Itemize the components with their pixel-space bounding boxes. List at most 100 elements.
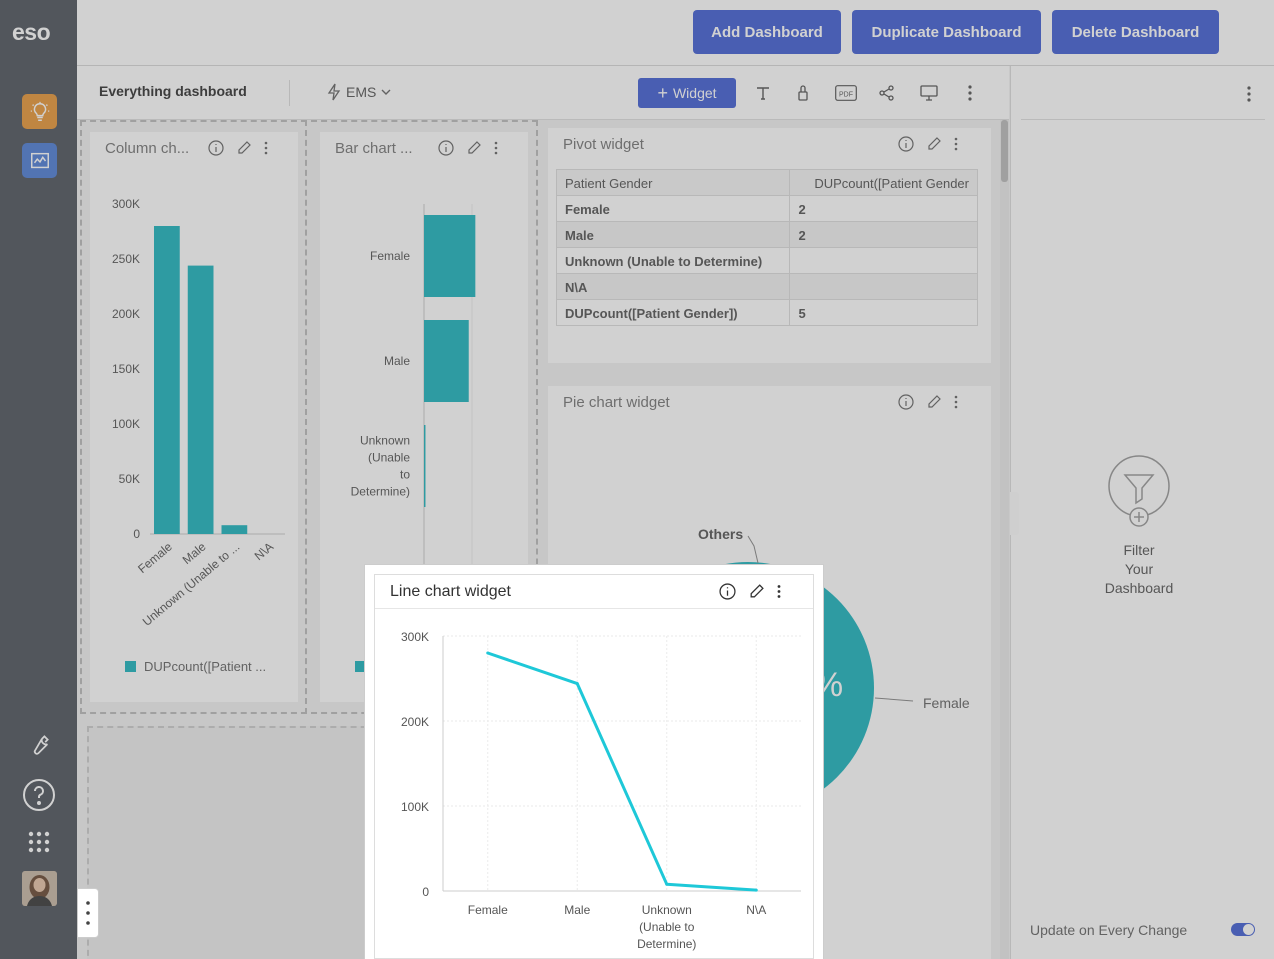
column-bar[interactable] [187,265,214,534]
pivot-cell: Unknown (Unable to Determine) [557,248,791,274]
pencil-icon[interactable] [926,394,942,410]
widget-actions [898,394,958,410]
more-vertical-icon [86,901,90,925]
pivot-cell: 2 [790,196,978,222]
filter-label-line-3: Dashboard [1104,580,1174,596]
pivot-cell: 2 [790,222,978,248]
line-chart-widget-body: Line chart widget 0 100K 200K 300K Female Mal… [374,574,814,959]
export-pdf-button[interactable]: PDF [834,82,858,104]
share-button[interactable] [876,82,898,104]
dashboards-app-button[interactable] [22,143,57,178]
tools-button[interactable] [20,726,58,764]
help-button[interactable] [20,776,58,814]
grid-dots-icon [28,831,50,853]
pencil-icon[interactable] [236,140,252,156]
pie-leader-female [874,697,914,702]
line-point[interactable] [575,682,579,686]
widget-title: Bar chart ... [335,140,413,157]
horizontal-bar[interactable] [424,320,469,402]
widget-actions [438,140,498,156]
more-vertical-icon [1247,86,1251,102]
pivot-header-row: Patient Gender DUPcount([Patient Gender [557,170,978,196]
help-icon [23,779,55,811]
update-on-change-toggle[interactable] [1231,923,1255,936]
dashboard-header: Everything dashboard EMS + Widget PDF [77,66,1009,120]
line-series[interactable] [487,651,757,892]
column-bar[interactable] [221,525,248,534]
pencil-icon[interactable] [466,140,482,156]
widget-title: Column ch... [105,140,190,157]
info-icon[interactable] [898,394,914,410]
duplicate-dashboard-button[interactable]: Duplicate Dashboard [852,10,1041,54]
line-chart-widget[interactable]: Line chart widget 0 100K 200K 300K Female Mal… [365,565,823,959]
more-vertical-icon[interactable] [777,583,781,600]
pivot-row: Female 2 [557,196,978,222]
left-sidebar: eso [0,0,77,959]
panel-collapse-handle[interactable] [1010,492,1019,535]
pivot-cell: Patient Gender [557,170,791,196]
info-icon[interactable] [208,140,224,156]
drop-zone-bottom [87,726,387,959]
more-vertical-icon[interactable] [264,140,268,156]
header-divider [289,80,290,106]
delete-dashboard-button[interactable]: Delete Dashboard [1052,10,1219,54]
pivot-cell: N\A [557,274,791,300]
info-icon[interactable] [898,136,914,152]
canvas-scrollbar[interactable] [1000,120,1009,959]
filter-label-line-1: Filter [1123,542,1155,558]
column-chart-widget[interactable]: Column ch... 0 50K 100K 150K 200K 250K 300K Fem… [90,132,298,702]
y-tick-label: Unknown (Unable to Determine) [351,434,411,499]
apps-grid-button[interactable] [20,823,58,861]
y-tick-label: 50K [119,472,140,486]
pivot-row: N\A [557,274,978,300]
column-divider [305,120,307,714]
y-tick-label: 200K [401,715,429,729]
user-avatar[interactable] [22,871,57,906]
lightning-icon [327,83,341,101]
y-tick-label: 300K [401,630,429,644]
pivot-cell: DUPcount([Patient Gender [790,170,978,196]
more-vertical-icon[interactable] [954,136,958,152]
horizontal-bar[interactable] [424,425,426,507]
add-widget-button[interactable]: + Widget [638,78,736,108]
datasource-selector[interactable]: EMS [327,83,391,101]
widget-button-label: Widget [672,85,717,101]
filters-more-button[interactable] [1247,86,1251,102]
x-tick-label: Female [135,539,175,576]
pivot-cell: Male [557,222,791,248]
y-tick-label: 250K [112,252,140,266]
insights-app-button[interactable] [22,94,57,129]
pivot-table: Patient Gender DUPcount([Patient Gender Fe… [556,169,978,326]
widget-title: Pivot widget [563,136,644,153]
horizontal-bar[interactable] [424,215,476,297]
add-text-button[interactable] [752,82,774,104]
more-vertical-icon[interactable] [494,140,498,156]
pivot-widget[interactable]: Pivot widget Patient Gender DUPcount([Pat… [548,128,991,363]
eso-logo: eso [12,19,51,45]
line-point[interactable] [665,882,669,886]
wrench-icon [33,735,49,755]
design-button[interactable] [792,82,814,104]
present-button[interactable] [918,82,940,104]
pencil-icon[interactable] [748,583,765,600]
line-point[interactable] [486,651,490,655]
info-icon[interactable] [438,140,454,156]
drop-zone-top [80,120,538,714]
x-tick-label: N\A [746,903,766,917]
line-point[interactable] [754,888,758,892]
avatar-icon [22,871,57,906]
top-bar: Add Dashboard Duplicate Dashboard Delete… [77,0,1274,66]
add-dashboard-button[interactable]: Add Dashboard [693,10,841,54]
chart-monitor-icon [30,152,49,168]
info-icon[interactable] [719,583,736,600]
dashboard-more-button[interactable] [959,82,981,104]
sidebar-collapse-handle[interactable] [77,888,99,938]
y-tick-label: 0 [422,885,429,899]
column-bar[interactable] [154,226,180,534]
x-tick-label: Male [564,903,590,917]
scrollbar-thumb[interactable] [1001,120,1008,182]
pencil-icon[interactable] [926,136,942,152]
more-vertical-icon[interactable] [954,394,958,410]
add-filter-button[interactable] [1108,455,1172,527]
